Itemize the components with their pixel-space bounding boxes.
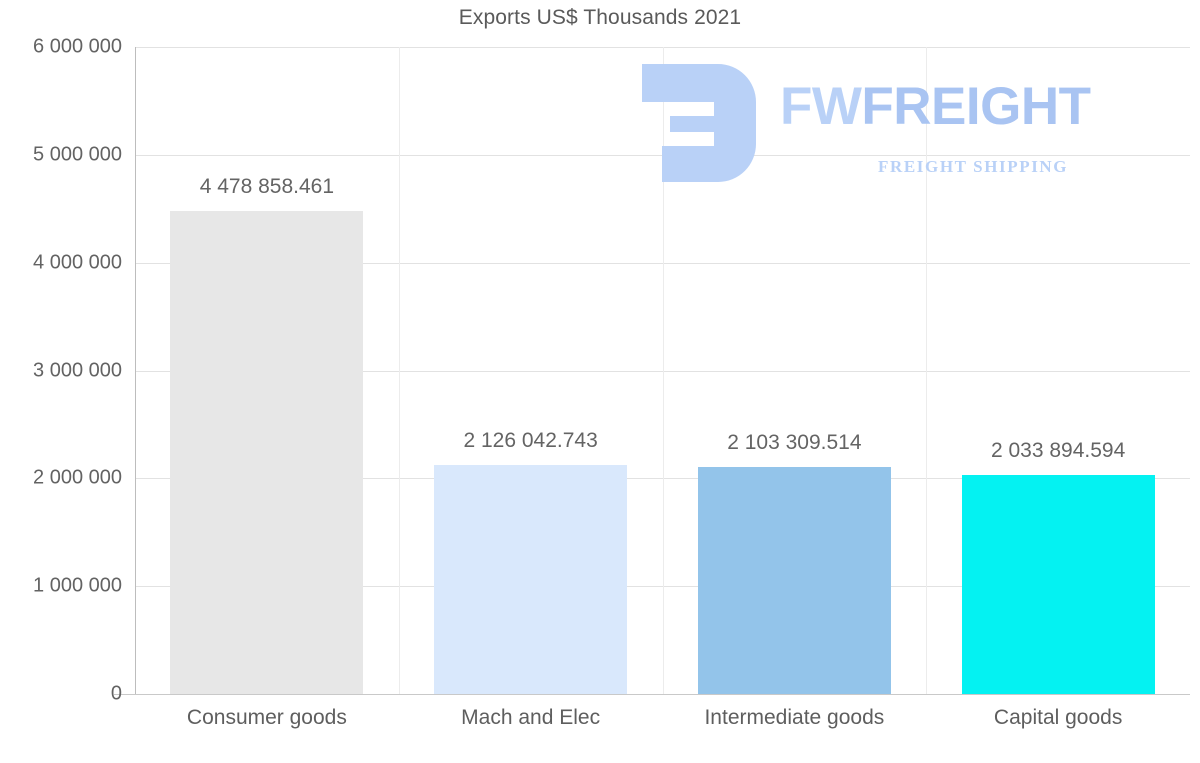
y-axis-tick-label: 6 000 000 (33, 35, 122, 58)
gridline-vertical (926, 47, 927, 694)
gridline-horizontal (135, 478, 1190, 480)
bar[interactable] (698, 467, 891, 694)
y-axis-tick-label: 2 000 000 (33, 466, 122, 489)
x-axis-tick-label: Mach and Elec (461, 706, 601, 729)
y-axis-tick-label: 0 (110, 682, 122, 705)
gridline-horizontal (135, 262, 1190, 264)
x-axis-tick-label: Capital goods (993, 706, 1123, 729)
bar[interactable] (962, 475, 1155, 694)
bar-value-label: 2 033 894.594 (990, 438, 1126, 462)
chart-title: Exports US$ Thousands 2021 (458, 6, 742, 29)
bar-value-label: 2 103 309.514 (727, 431, 862, 455)
gridline-vertical (663, 47, 664, 694)
y-axis-tick-label: 3 000 000 (33, 359, 122, 381)
bar[interactable] (170, 211, 363, 694)
y-axis-tick-label: 1 000 000 (33, 574, 122, 597)
gridline-vertical (399, 47, 400, 694)
x-axis-tick-label: Intermediate goods (704, 706, 885, 729)
bar-value-label: 4 478 858.461 (199, 175, 335, 199)
y-axis-line (135, 47, 136, 695)
y-axis-tick-label: 5 000 000 (33, 143, 122, 166)
x-axis-line (114, 694, 1190, 695)
plot-area (135, 47, 1190, 695)
y-axis-tick-label: 4 000 000 (33, 251, 122, 274)
bar-value-label: 2 126 042.743 (463, 428, 598, 452)
x-axis-tick-label: Consumer goods (186, 706, 347, 729)
gridline-horizontal (135, 47, 1190, 48)
gridline-horizontal (135, 370, 1190, 372)
bar[interactable] (434, 465, 627, 694)
gridline-horizontal (135, 586, 1190, 588)
